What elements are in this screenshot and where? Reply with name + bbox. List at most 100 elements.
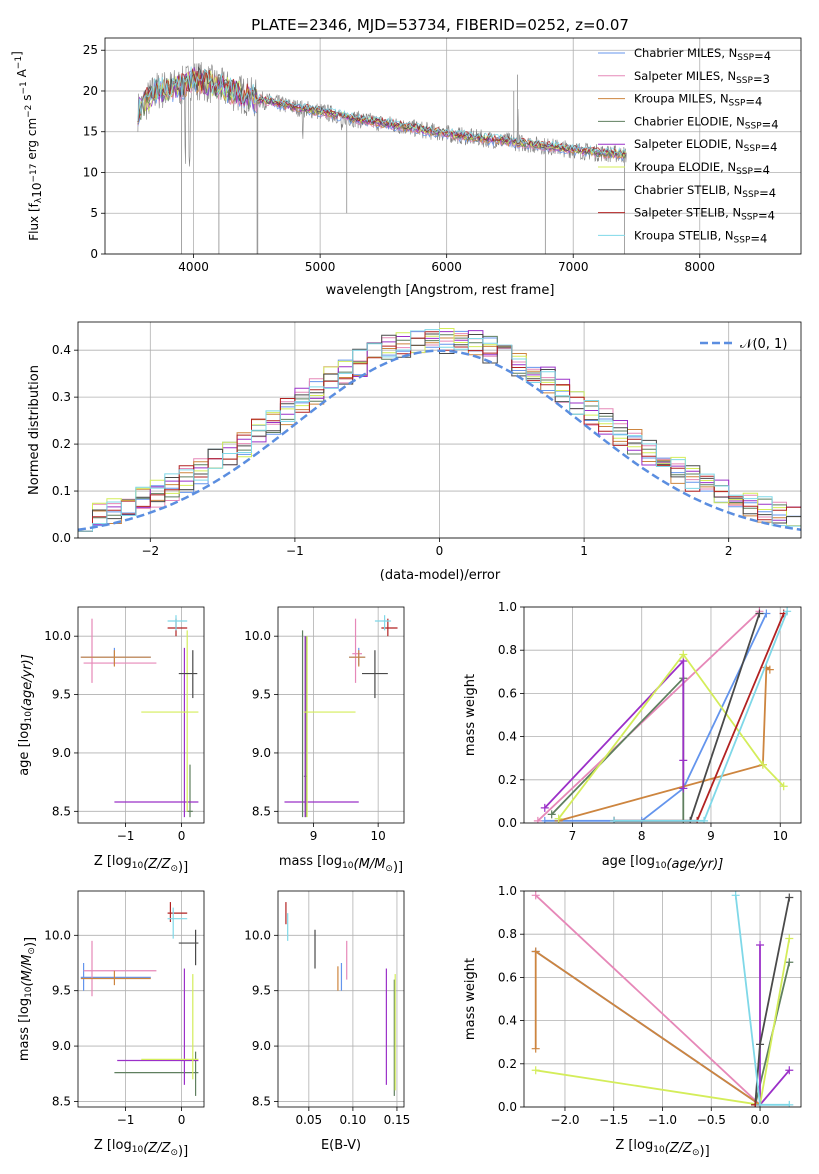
plot-area [285,902,396,1096]
label-part: s [20,95,34,105]
label-part: =4 [761,140,778,154]
label-part: Salpeter MILES, N [634,69,736,83]
label-part: mass [log [17,998,32,1061]
x-axis-label: E(B-V) [321,1138,361,1153]
weight-line-salpeter-miles [535,894,761,1106]
label-part: ⊙ [27,947,37,955]
gaussian-curve [78,349,801,532]
weight-marker [531,1044,540,1053]
weight-marker [679,784,688,793]
weight-marker [755,609,764,618]
y-tick-label: 9.5 [52,688,71,702]
x-tick-label: 7 [569,829,577,843]
legend-entry: Salpeter ELODIE, NSSP=4 [634,137,777,154]
label-part: SSP [736,76,753,86]
x-tick-label: 2 [725,544,733,558]
y-tick-label: 8.5 [252,804,271,818]
mass-vs-z-panel: −1 08.59.09.510.0Z [log10(Z/Z⊙)]mass [log… [17,890,205,1159]
label-part: −1 [19,81,29,94]
weight-marker [758,760,767,769]
label-part: Chabrier ELODIE, N [634,114,745,128]
label-part: =4 [754,49,771,63]
label-part: =4 [762,117,779,131]
y-tick-label: 0.3 [52,390,71,404]
label-part: Chabrier STELIB, N [634,183,742,197]
x-axis-label: age [log10(age/yr)] [602,854,724,872]
label-part: SSP [744,144,761,154]
weight-marker [785,934,794,943]
y-tick-label: 15 [83,125,98,139]
x-tick-label: 0.15 [384,1113,411,1127]
x-tick-label: 0 [178,1113,186,1127]
y-axis-label: Normed distribution [27,365,42,495]
label-part: =4 [758,209,775,223]
label-part: λ [34,197,44,203]
x-tick-label: 9 [707,829,715,843]
label-part: −1 [14,56,24,69]
histogram-kroupa-stelib [78,329,801,532]
y-axis-label: Flux [fλ10−17 erg cm−2 s−1 A−1] [10,51,44,241]
label-part: Z [log [94,1138,132,1153]
x-tick-label: 0.10 [340,1113,367,1127]
y-tick-label: 1.0 [498,884,517,898]
y-tick-label: 0.2 [498,1057,517,1071]
label-part: SSP [745,121,762,131]
weight-marker [765,665,774,674]
weight-line-kroupa-miles [558,665,771,822]
label-part: E(B-V) [321,1138,361,1153]
legend-entry: Chabrier ELODIE, NSSP=4 [634,114,779,131]
weight-marker [700,816,709,823]
weight-marker [531,1066,540,1075]
weight-line-salpeter-stelib [614,613,785,822]
axes-frame [523,606,802,824]
y-tick-label: 10.0 [244,629,271,643]
weight-marker [679,650,688,659]
y-tick-label: 9.0 [252,1039,271,1053]
x-tick-label: 7000 [558,260,589,274]
x-tick-label: 8000 [684,260,715,274]
weight-marker [531,891,540,900]
y-axis-label: age [log10(age/yr)] [17,654,35,776]
label-part: Salpeter ELODIE, N [634,137,744,151]
weight-marker [731,891,740,900]
axes-frame [77,606,205,824]
label-part: A [15,68,29,81]
label-part: )] [178,860,188,875]
weight-marker [785,893,794,902]
x-tick-label: −1.0 [648,1113,677,1127]
weight-marker [531,947,540,956]
x-tick-label: 5000 [305,260,336,274]
y-tick-label: 9.0 [252,746,271,760]
label-part: =3 [753,72,770,86]
x-axis-label: wavelength [Angstrom, rest frame] [326,283,555,298]
axes-frame [277,890,405,1108]
y-tick-label: 9.5 [252,688,271,702]
label-part: mass [log [279,854,342,869]
x-tick-label: −1 [286,544,304,558]
y-tick-label: 0 [90,247,98,261]
label-part: SSP [741,213,758,223]
legend-entry: Kroupa MILES, NSSP=4 [634,92,762,109]
label-part: 10 [342,861,354,871]
y-tick-label: 8.5 [52,1094,71,1108]
label-part: Kroupa ELODIE, N [634,160,736,174]
weight-marker [783,607,792,616]
x-tick-label: −1 [117,1113,135,1127]
y-tick-label: 0.2 [498,773,517,787]
x-tick-label: 0.0 [750,1113,769,1127]
y-axis-label: mass [log10(M/M⊙)] [17,937,38,1061]
y-tick-label: 8.5 [52,804,71,818]
plot-area [80,615,199,818]
weight-marker [785,958,794,967]
label-part: SSP [736,167,753,177]
weight-marker [762,609,771,618]
y-tick-label: 0.4 [498,1014,517,1028]
label-part: =4 [745,95,762,109]
weight-marker [554,814,563,823]
label-part: ⊙ [385,864,393,874]
y-tick-label: 9.0 [52,1039,71,1053]
y-tick-label: 0.2 [52,437,71,451]
label-part: (M/M [354,857,386,872]
